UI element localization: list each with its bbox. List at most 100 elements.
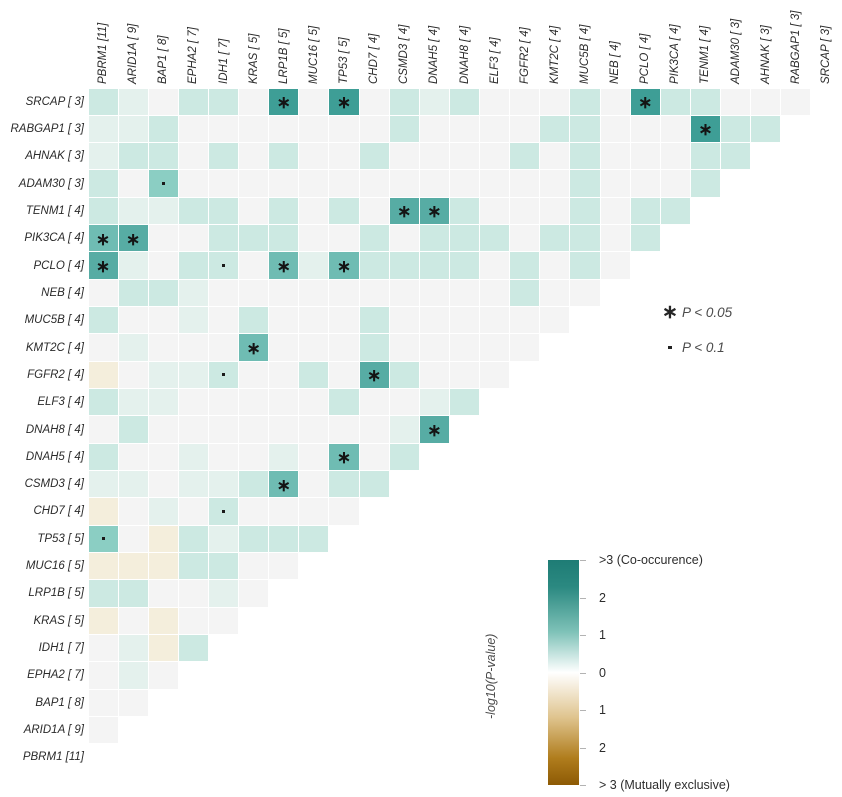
heatmap-cell	[148, 115, 178, 143]
row-label: EPHA2 [ 7]	[27, 669, 84, 682]
heatmap-cell	[329, 361, 359, 388]
heatmap-cell: ∗	[630, 88, 660, 115]
heatmap-cell	[88, 552, 118, 580]
heatmap-cell	[359, 225, 389, 252]
heatmap-cell	[148, 389, 178, 416]
heatmap-cell	[540, 307, 570, 334]
heatmap-cell	[389, 361, 419, 388]
heatmap-cell	[419, 88, 449, 115]
heatmap-cell	[359, 143, 389, 170]
heatmap-cell	[178, 197, 208, 225]
significance-asterisk: ∗	[427, 420, 442, 440]
heatmap-cell	[178, 525, 208, 552]
row-label: PIK3CA [ 4]	[24, 232, 84, 245]
column-label: MUC5B [ 4]	[578, 24, 591, 84]
row-label: KMT2C [ 4]	[25, 341, 84, 354]
heatmap-cell	[449, 307, 480, 334]
heatmap-cell	[600, 170, 630, 197]
heatmap-cell	[269, 416, 299, 443]
heatmap-cell	[148, 197, 178, 225]
heatmap-cell	[299, 470, 329, 498]
significance-asterisk: ∗	[367, 366, 382, 386]
heatmap-cell	[540, 252, 570, 279]
heatmap-cell	[148, 170, 178, 197]
heatmap-cell	[449, 279, 480, 307]
heatmap-cell	[88, 470, 118, 498]
heatmap-cell	[480, 143, 510, 170]
row-label: PBRM1 [11]	[22, 751, 84, 764]
heatmap-cell	[480, 170, 510, 197]
heatmap-cell	[208, 498, 239, 525]
significance-asterisk: ∗	[336, 448, 352, 468]
heatmap-cell	[269, 225, 299, 252]
heatmap-cell	[480, 361, 510, 388]
heatmap-cell	[269, 115, 299, 143]
heatmap-cell	[118, 634, 148, 662]
heatmap-cell	[208, 225, 239, 252]
row-label: DNAH8 [ 4]	[25, 423, 84, 436]
column-label: ELF3 [ 4]	[488, 37, 501, 84]
column-label: PBRM1 [11]	[97, 22, 110, 84]
heatmap-cell	[88, 361, 118, 388]
heatmap-cell	[570, 225, 600, 252]
heatmap-cell	[178, 88, 208, 115]
row-label: MUC5B [ 4]	[24, 314, 84, 327]
heatmap-cell	[148, 607, 178, 634]
heatmap-cell	[660, 143, 690, 170]
heatmap-cell: ∗	[690, 115, 720, 143]
heatmap-cell	[359, 252, 389, 279]
heatmap-cell	[208, 361, 239, 388]
heatmap-cell	[118, 307, 148, 334]
heatmap-cell	[269, 143, 299, 170]
heatmap-cell	[208, 416, 239, 443]
heatmap-cell	[329, 115, 359, 143]
heatmap-cell	[660, 115, 690, 143]
heatmap-cell: ∗	[269, 470, 299, 498]
heatmap-cell	[118, 334, 148, 361]
heatmap-cell: ∗	[88, 252, 118, 279]
heatmap-cell	[88, 197, 118, 225]
heatmap-cell	[88, 689, 118, 716]
column-label: ADAM30 [ 3]	[729, 18, 742, 84]
heatmap-cell	[570, 252, 600, 279]
heatmap-cell	[148, 279, 178, 307]
heatmap-cell	[178, 143, 208, 170]
heatmap-cell: ∗	[419, 416, 449, 443]
heatmap-cell	[178, 607, 208, 634]
heatmap-cell	[359, 389, 389, 416]
heatmap-cell	[630, 170, 660, 197]
heatmap-cell	[148, 307, 178, 334]
heatmap-cell	[208, 88, 239, 115]
heatmap-cell	[299, 416, 329, 443]
heatmap-cell	[570, 279, 600, 307]
heatmap-cell	[600, 197, 630, 225]
heatmap-cell	[148, 470, 178, 498]
significance-asterisk: ∗	[276, 93, 291, 113]
heatmap-cell	[359, 307, 389, 334]
significance-asterisk: ∗	[427, 202, 442, 222]
heatmap-cell	[510, 170, 540, 197]
heatmap-cell	[148, 88, 178, 115]
heatmap-cell	[751, 88, 781, 115]
heatmap-cell	[660, 197, 690, 225]
heatmap-cell	[690, 143, 720, 170]
heatmap-cell	[480, 307, 510, 334]
heatmap-cell	[329, 334, 359, 361]
heatmap-cell: ∗	[269, 252, 299, 279]
heatmap-cell	[419, 225, 449, 252]
row-label: SRCAP [ 3]	[25, 95, 84, 108]
heatmap-cell	[389, 225, 419, 252]
colorbar-tick-label: 1	[599, 628, 606, 642]
heatmap-cell	[751, 115, 781, 143]
heatmap-cell	[449, 170, 480, 197]
heatmap-cell	[299, 197, 329, 225]
heatmap-cell	[389, 389, 419, 416]
heatmap-cell	[118, 552, 148, 580]
heatmap-cell	[178, 416, 208, 443]
heatmap-cell	[389, 170, 419, 197]
row-label: CHD7 [ 4]	[33, 505, 85, 518]
significance-asterisk: ∗	[397, 202, 412, 222]
heatmap-cell	[88, 307, 118, 334]
heatmap-cell	[329, 279, 359, 307]
